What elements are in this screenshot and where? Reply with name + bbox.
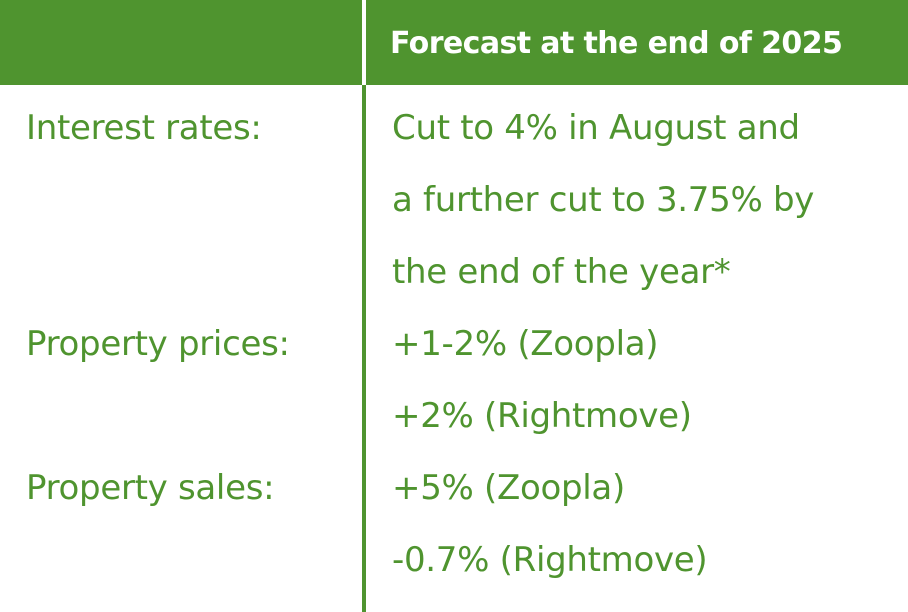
row-label-interest-rates: Interest rates: — [26, 108, 262, 148]
row-label-property-prices: Property prices: — [26, 324, 290, 364]
row-value-interest-rates-line-3: the end of the year* — [392, 252, 731, 292]
header-column-divider — [362, 0, 366, 85]
row-value-interest-rates-line-1: Cut to 4% in August and — [392, 108, 800, 148]
row-value-interest-rates-line-2: a further cut to 3.75% by — [392, 180, 815, 220]
row-value-property-sales-rightmove: -0.7% (Rightmove) — [392, 540, 708, 580]
row-value-property-prices-rightmove: +2% (Rightmove) — [392, 396, 692, 436]
header-empty-cell — [0, 0, 362, 85]
row-value-property-sales-zoopla: +5% (Zoopla) — [392, 468, 625, 508]
row-value-property-prices-zoopla: +1-2% (Zoopla) — [392, 324, 659, 364]
row-label-property-sales: Property sales: — [26, 468, 275, 508]
column-divider — [362, 85, 366, 612]
table-header: Forecast at the end of 2025 — [0, 0, 908, 85]
forecast-column-header: Forecast at the end of 2025 — [390, 26, 843, 61]
